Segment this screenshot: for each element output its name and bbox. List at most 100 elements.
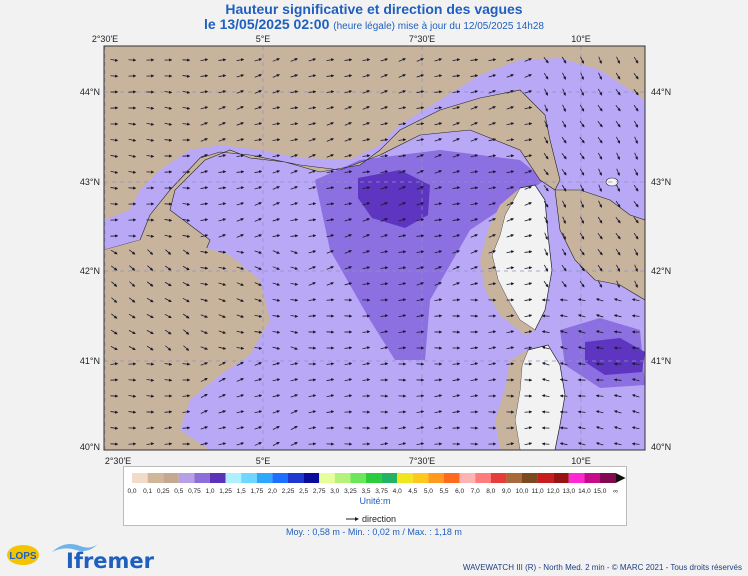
direction-arrow (613, 378, 622, 382)
legend-tick-label: 2,75 (313, 488, 326, 495)
direction-arrow (110, 362, 119, 366)
direction-arrow (470, 186, 479, 190)
direction-arrow (452, 138, 460, 142)
direction-arrow (561, 280, 567, 288)
direction-arrow (164, 106, 173, 110)
direction-arrow (164, 122, 173, 126)
direction-arrow (434, 298, 443, 302)
direction-arrow (380, 74, 388, 78)
legend-tick-label: 10,0 (516, 488, 529, 495)
direction-arrow (326, 362, 335, 366)
direction-arrow (326, 122, 335, 126)
direction-arrow (362, 58, 371, 62)
direction-arrow (615, 216, 621, 224)
direction-arrow (488, 346, 497, 350)
direction-arrow (452, 282, 461, 286)
direction-arrow (541, 362, 550, 366)
direction-arrow (308, 122, 317, 126)
direction-arrow (290, 410, 298, 414)
direction-arrow (416, 138, 425, 142)
direction-arrow (272, 138, 281, 142)
lat-label-right: 41°N (651, 356, 671, 366)
direction-arrow (434, 234, 443, 238)
direction-arrow (615, 120, 621, 128)
direction-arrow (398, 282, 407, 286)
direction-arrow (544, 216, 548, 224)
direction-arrow (488, 234, 496, 238)
direction-arrow (272, 122, 281, 126)
legend-swatch (412, 473, 429, 483)
direction-arrow (290, 74, 299, 78)
direction-arrow (541, 394, 550, 398)
direction-arrow (164, 90, 173, 94)
direction-arrow (200, 202, 209, 206)
direction-arrow (615, 232, 621, 240)
direction-arrow (452, 266, 460, 270)
direction-arrow (344, 394, 353, 398)
direction-arrow (488, 122, 497, 126)
direction-arrow (272, 362, 281, 366)
direction-arrow (380, 138, 389, 142)
direction-arrow (290, 202, 299, 206)
direction-arrow (254, 426, 263, 430)
direction-arrow (111, 313, 118, 319)
direction-arrow (362, 74, 371, 78)
direction-arrow (524, 346, 533, 350)
direction-arrow (362, 330, 371, 334)
direction-arrow (470, 218, 479, 222)
direction-arrow (236, 442, 245, 446)
direction-arrow (616, 280, 620, 288)
direction-arrow (254, 186, 263, 190)
direction-arrow (128, 346, 136, 351)
direction-arrow (598, 200, 602, 208)
direction-arrow (524, 122, 533, 126)
direction-arrow (183, 329, 190, 335)
direction-arrow (452, 250, 461, 254)
direction-arrow (326, 186, 335, 190)
direction-arrow (543, 152, 549, 160)
direction-arrow (183, 345, 190, 351)
direction-arrow (488, 266, 497, 270)
direction-arrow (380, 330, 389, 334)
legend-swatch (553, 473, 569, 483)
direction-arrow (218, 218, 227, 222)
direction-arrow (129, 281, 136, 287)
direction-arrow (616, 152, 620, 160)
direction-arrow (110, 74, 119, 78)
direction-arrow (398, 234, 407, 238)
direction-arrow (595, 298, 604, 302)
direction-arrow (561, 248, 567, 256)
direction-arrow (562, 216, 566, 224)
direction-arrow (380, 442, 389, 446)
direction-arrow (506, 74, 514, 78)
direction-arrow (506, 58, 515, 62)
direction-arrow (543, 56, 549, 64)
direction-arrow (633, 72, 639, 80)
direction-arrow (416, 58, 424, 62)
direction-arrow (416, 170, 424, 174)
direction-arrow (200, 410, 208, 414)
direction-arrow (254, 90, 262, 94)
direction-arrow (326, 394, 335, 398)
direction-arrow (434, 394, 443, 398)
direction-arrow (290, 442, 298, 446)
direction-arrow (200, 138, 208, 142)
direction-arrow (218, 410, 227, 414)
direction-arrow (544, 104, 548, 112)
direction-arrow (579, 280, 585, 288)
direction-arrow (524, 90, 533, 94)
direction-arrow (452, 58, 461, 62)
direction-arrow (559, 346, 568, 350)
direction-arrow (470, 122, 478, 126)
direction-arrow (380, 122, 389, 126)
direction-arrow (254, 154, 263, 158)
legend-tick-label: 4,5 (408, 488, 417, 495)
direction-arrow (344, 186, 353, 190)
direction-arrow (290, 138, 299, 142)
direction-arrow (434, 202, 443, 206)
direction-arrow (326, 218, 335, 222)
corsica-shelf (480, 188, 535, 335)
direction-arrow (506, 250, 515, 254)
direction-arrow (218, 346, 227, 350)
direction-arrow (308, 234, 317, 238)
